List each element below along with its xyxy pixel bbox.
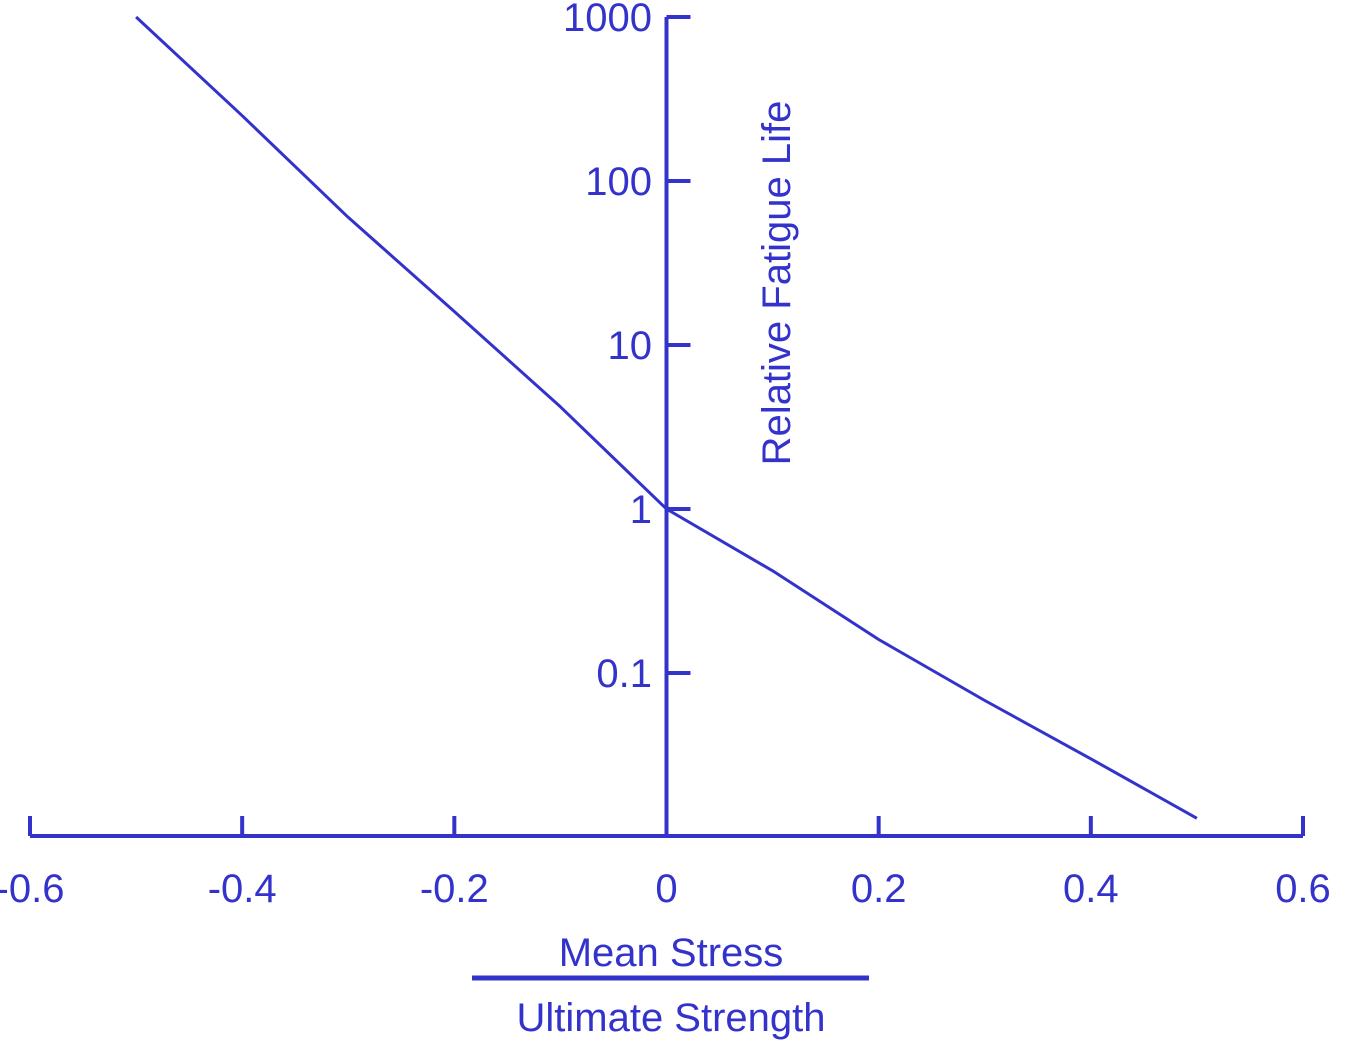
x-tick-label: 0.4 (1063, 867, 1119, 911)
x-tick-label: -0.6 (0, 867, 64, 911)
y-tick-label: 1 (630, 488, 652, 532)
y-tick-label: 10 (608, 324, 653, 368)
x-axis-title-numerator: Mean Stress (559, 931, 784, 975)
y-axis-title: Relative Fatigue Life (755, 101, 799, 466)
x-tick-label: 0 (655, 867, 677, 911)
x-ticks: -0.6 -0.4 -0.2 0 0.2 0.4 0.6 (0, 816, 1331, 911)
y-ticks: 0.1 1 10 100 1000 (563, 0, 691, 696)
y-tick-label: 100 (585, 160, 652, 204)
x-tick-label: -0.2 (420, 867, 489, 911)
x-tick-label: 0.6 (1275, 867, 1331, 911)
y-tick-label: 0.1 (596, 652, 652, 696)
x-axis-title-denominator: Ultimate Strength (516, 996, 825, 1040)
fatigue-life-curve (135, 15, 1198, 820)
x-tick-label: -0.4 (208, 867, 277, 911)
y-axis: 0.1 1 10 100 1000 (563, 0, 691, 836)
y-tick-label: 1000 (563, 0, 652, 40)
x-tick-label: 0.2 (851, 867, 907, 911)
x-axis: -0.6 -0.4 -0.2 0 0.2 0.4 0.6 (0, 816, 1331, 911)
